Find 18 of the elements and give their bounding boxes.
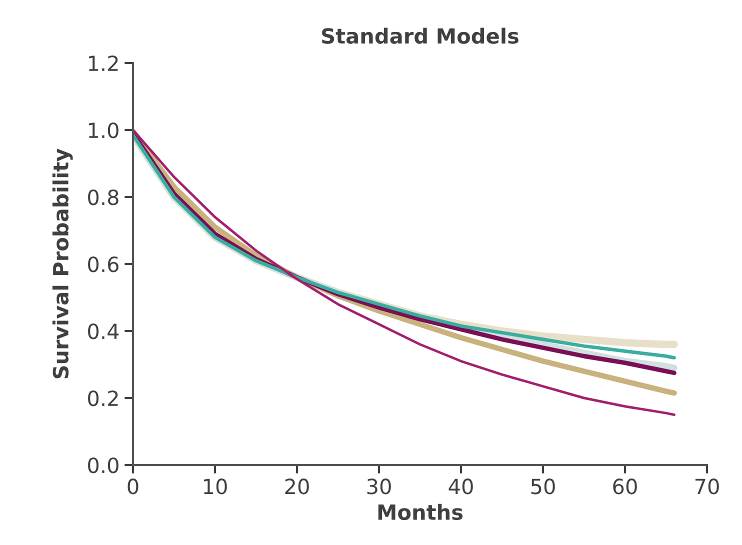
y-tick-label: 0.0 — [88, 457, 118, 474]
x-tick-label: 10 — [204, 478, 227, 494]
y-tick-label: 0.2 — [88, 390, 118, 406]
x-tick-label: 60 — [613, 478, 637, 494]
y-tick-label: 0.6 — [88, 256, 118, 272]
y-tick-label: 0.8 — [88, 189, 118, 206]
x-tick-label: 0 — [128, 478, 138, 494]
x-tick-label: 40 — [448, 478, 473, 494]
y-axis-title: Survival Probability — [52, 148, 73, 378]
x-axis-title: Months — [378, 504, 463, 520]
x-tick-label: 70 — [695, 478, 719, 494]
x-tick-label: 20 — [285, 478, 309, 494]
chart-title: Standard Models — [322, 28, 518, 44]
x-tick-label: 50 — [531, 478, 555, 494]
y-tick-label: 0.4 — [88, 323, 119, 340]
y-tick-label: 1.2 — [88, 55, 118, 71]
x-tick-label: 30 — [367, 478, 391, 494]
y-tick-label: 1.0 — [88, 122, 118, 138]
